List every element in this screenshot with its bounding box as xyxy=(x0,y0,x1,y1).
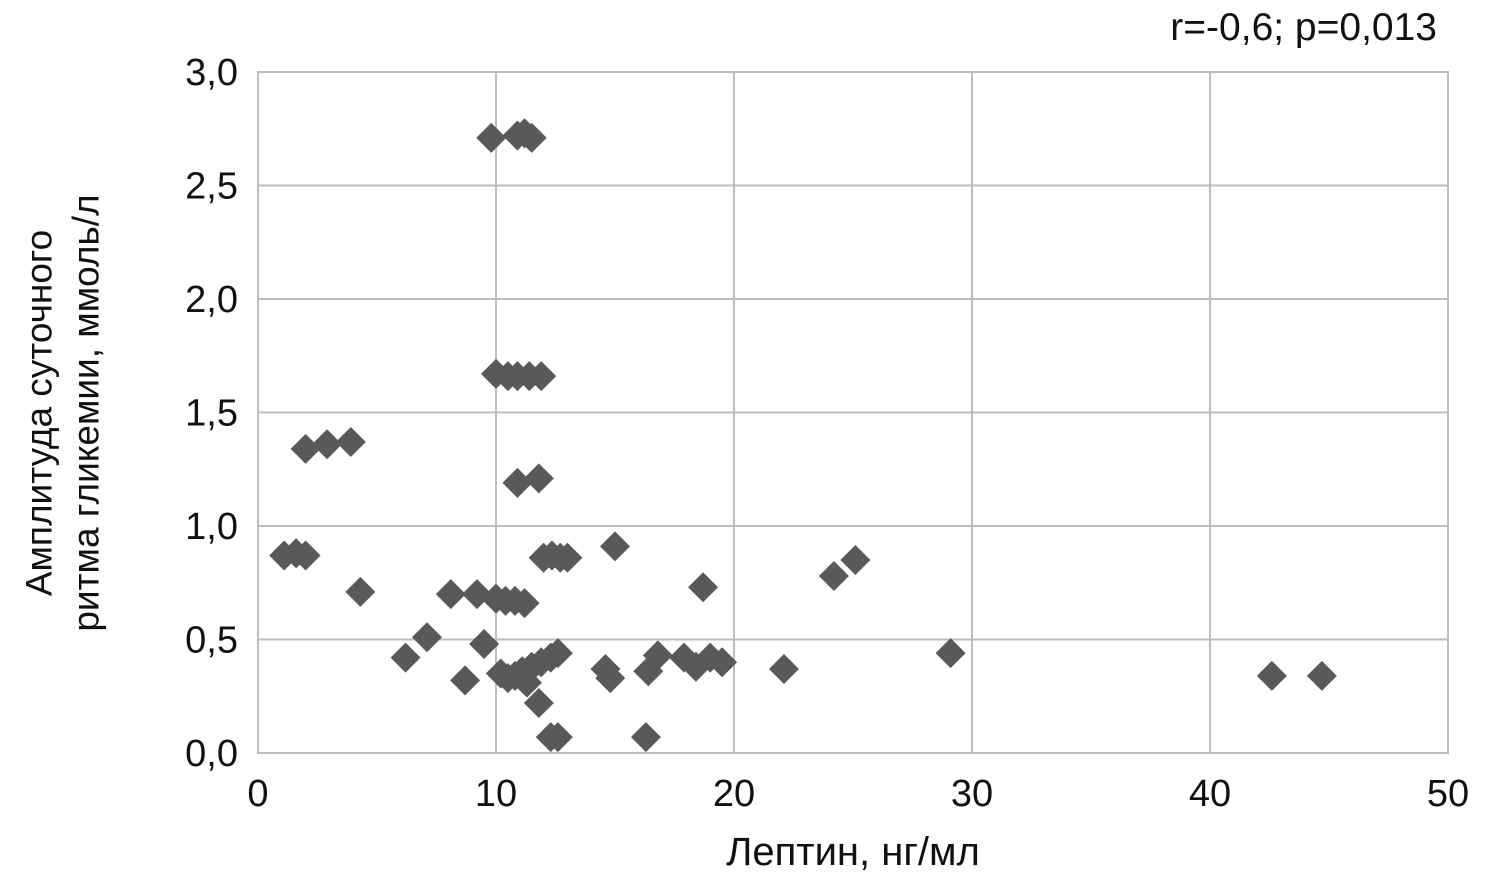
gridlines xyxy=(258,72,1448,753)
y-tick-label: 2,0 xyxy=(185,279,238,321)
data-point-marker xyxy=(476,122,507,153)
y-tick-label: 0,5 xyxy=(185,620,238,662)
data-point-marker xyxy=(542,638,573,669)
x-tick-label: 30 xyxy=(951,773,993,815)
data-point-marker xyxy=(1306,660,1337,691)
data-point-marker xyxy=(312,429,343,460)
data-point-marker xyxy=(390,642,421,673)
x-tick-label: 50 xyxy=(1427,773,1469,815)
data-points xyxy=(269,118,1337,753)
data-point-marker xyxy=(595,663,626,694)
correlation-annotation: r=-0,6; p=0,013 xyxy=(1170,6,1437,49)
y-tick-label: 2,5 xyxy=(185,166,238,208)
data-point-marker xyxy=(600,531,630,562)
data-point-marker xyxy=(335,427,366,458)
data-point-marker xyxy=(345,576,376,607)
data-point-marker xyxy=(642,640,673,671)
data-point-marker xyxy=(552,542,583,573)
data-point-marker xyxy=(523,688,554,719)
data-point-marker xyxy=(516,122,547,153)
x-tick-label: 20 xyxy=(713,773,755,815)
data-point-marker xyxy=(840,545,871,576)
x-tick-label: 0 xyxy=(247,773,268,815)
data-point-marker xyxy=(523,463,554,494)
x-axis-tick-labels: 0 10 20 30 40 50 xyxy=(247,773,1469,815)
data-point-marker xyxy=(818,560,849,591)
y-axis-tick-labels: 0,0 0,5 1,0 1,5 2,0 2,5 3,0 xyxy=(185,52,238,775)
data-point-marker xyxy=(688,572,719,603)
x-tick-label: 40 xyxy=(1189,773,1231,815)
y-tick-label: 1,5 xyxy=(185,393,238,435)
data-point-marker xyxy=(707,647,738,678)
data-point-marker xyxy=(1256,660,1287,691)
data-point-marker xyxy=(526,361,557,392)
plot-frame xyxy=(257,71,1449,754)
data-point-marker xyxy=(290,540,321,571)
data-point-marker xyxy=(935,638,966,669)
data-point-marker xyxy=(768,654,799,685)
y-tick-label: 3,0 xyxy=(185,52,238,94)
x-tick-label: 10 xyxy=(475,773,517,815)
data-point-marker xyxy=(542,722,573,753)
data-point-marker xyxy=(502,467,533,498)
data-point-marker xyxy=(450,665,481,696)
data-point-marker xyxy=(290,433,321,464)
y-tick-label: 0,0 xyxy=(185,733,238,775)
data-point-marker xyxy=(411,622,442,653)
data-point-marker xyxy=(509,588,540,619)
data-point-marker xyxy=(630,722,661,753)
y-tick-label: 1,0 xyxy=(185,506,238,548)
x-axis-title: Лептин, нг/мл xyxy=(726,830,980,874)
data-point-marker xyxy=(469,629,500,660)
data-point-marker xyxy=(435,579,466,610)
